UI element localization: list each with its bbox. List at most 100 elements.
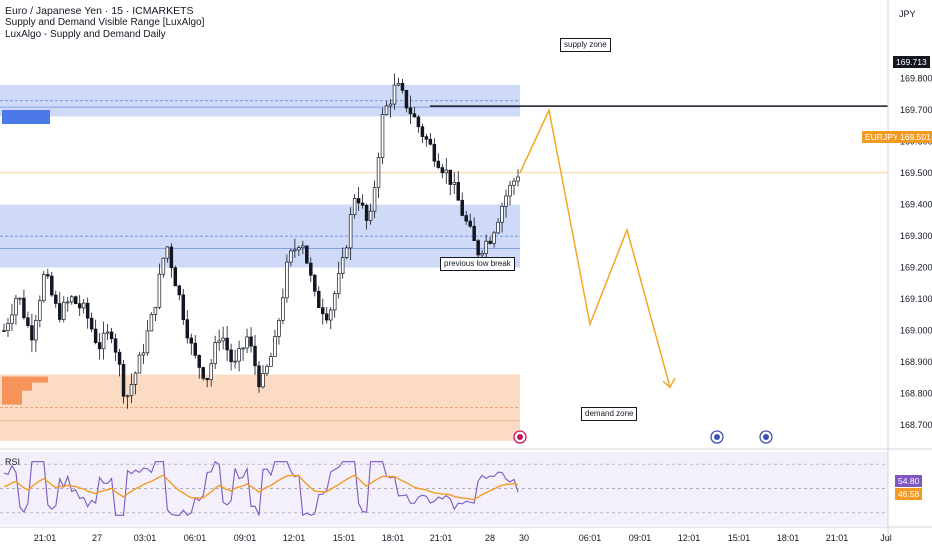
candle-body <box>388 103 393 107</box>
currency-label[interactable]: JPY <box>899 9 916 19</box>
candle-body <box>380 114 385 158</box>
candle-body <box>328 309 333 321</box>
event-icon <box>710 430 724 444</box>
candle-body <box>229 349 233 363</box>
rsi-value-tag: 54.80 <box>895 475 923 487</box>
candle-body <box>516 176 520 182</box>
x-tick-label: 09:01 <box>234 533 257 543</box>
candle-body <box>42 274 46 302</box>
candle-body <box>26 317 30 326</box>
x-tick-label: 28 <box>485 533 495 543</box>
last-price-tag: 169.501 <box>897 131 932 143</box>
candle-body <box>81 302 86 309</box>
candle-body <box>480 252 484 256</box>
candle-body <box>484 240 488 254</box>
candle-body <box>221 337 225 342</box>
projection-layer <box>513 107 773 444</box>
chart-title[interactable]: Euro / Japanese Yen · 15 · ICMARKETS <box>5 5 194 17</box>
rsi-pane-label[interactable]: RSI <box>5 457 21 467</box>
candle-body <box>153 306 158 315</box>
y-tick-label: 169.800 <box>900 74 932 84</box>
y-tick-label: 169.300 <box>900 231 932 241</box>
rsi-line <box>3 460 519 517</box>
x-tick-label: 06:01 <box>579 533 602 543</box>
candle-body <box>109 331 114 340</box>
candle-body <box>129 384 134 397</box>
candle-body <box>400 83 405 91</box>
candle-body <box>396 83 401 86</box>
previous-low-label: previous low break <box>440 257 515 271</box>
symbol-tag: EURJPY <box>862 131 902 143</box>
x-tick-label: 03:01 <box>134 533 157 543</box>
candle-body <box>372 187 377 212</box>
candle-body <box>305 245 309 264</box>
candle-body <box>313 274 317 292</box>
candle-body <box>14 298 18 316</box>
candle-body <box>113 338 118 353</box>
rsi-ma-line <box>3 474 519 501</box>
candle-body <box>444 169 449 174</box>
candle-body <box>89 317 94 330</box>
candle-body <box>257 365 261 388</box>
volume-profile-demand <box>2 390 22 405</box>
candle-body <box>46 274 50 277</box>
candle-body <box>157 273 162 308</box>
candle-body <box>352 198 357 215</box>
candle-body <box>185 319 190 339</box>
candle-body <box>428 138 433 145</box>
candle-body <box>217 340 221 343</box>
volume-profile-supply <box>2 109 50 124</box>
candle-body <box>201 367 205 379</box>
candle-body <box>62 301 66 320</box>
candle-body <box>269 356 273 367</box>
candle-body <box>2 330 6 332</box>
candle-body <box>420 126 425 137</box>
demand-zone-label: demand zone <box>581 407 638 421</box>
candle-body <box>273 336 277 357</box>
candle-body <box>50 275 54 296</box>
x-tick-label: 12:01 <box>283 533 306 543</box>
candle-body <box>348 214 353 249</box>
candle-body <box>289 250 293 263</box>
candle-body <box>392 84 397 105</box>
candle-body <box>500 206 504 223</box>
x-tick-label: 21:01 <box>826 533 849 543</box>
indicator-daily[interactable]: LuxAlgo - Supply and Demand Daily <box>5 29 166 40</box>
candle-body <box>464 215 468 222</box>
candle-body <box>297 247 301 251</box>
candle-body <box>472 225 476 242</box>
event-icon <box>759 430 773 444</box>
candle-body <box>460 199 464 216</box>
volume-profile-demand <box>2 376 48 383</box>
candle-body <box>456 182 460 201</box>
lightning-icon-dot <box>517 434 523 440</box>
volume-profile-demand <box>2 382 32 391</box>
candle-body <box>189 337 194 344</box>
candle-body <box>356 198 361 204</box>
candle-body <box>133 372 138 385</box>
candle-body <box>105 331 110 334</box>
candle-body <box>261 373 265 388</box>
y-tick-label: 169.500 <box>900 168 932 178</box>
candle-body <box>412 113 417 118</box>
projection-path <box>519 107 671 388</box>
candle-body <box>165 246 170 259</box>
candle-body <box>177 285 182 296</box>
candle-body <box>408 107 413 115</box>
candle-body <box>448 169 453 185</box>
lightning-icon <box>513 430 527 444</box>
candle-body <box>504 195 508 207</box>
candle-body <box>384 105 389 115</box>
projection-arrowhead <box>662 377 676 389</box>
y-tick-label: 168.700 <box>900 420 932 430</box>
x-tick-label: 09:01 <box>629 533 652 543</box>
indicator-visible-range[interactable]: Supply and Demand Visible Range [LuxAlgo… <box>5 17 205 28</box>
chart-legend: Euro / Japanese Yen · 15 · ICMARKETS Sup… <box>5 5 204 41</box>
candle-body <box>66 301 70 304</box>
candle-body <box>101 332 106 350</box>
x-tick-label: 15:01 <box>333 533 356 543</box>
y-tick-label: 168.900 <box>900 357 932 367</box>
level-price-tag: 169.713 <box>893 56 930 68</box>
x-tick-label: 18:01 <box>382 533 405 543</box>
